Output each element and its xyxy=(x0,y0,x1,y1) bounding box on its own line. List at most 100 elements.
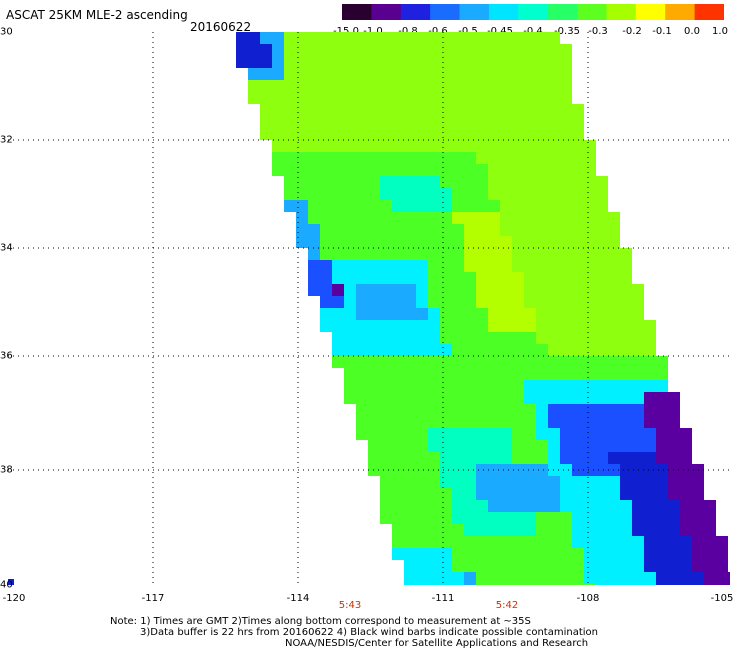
swath-cell xyxy=(464,224,476,236)
swath-cell xyxy=(320,200,332,212)
swath-cell xyxy=(584,584,596,585)
swath-cell xyxy=(380,200,392,212)
swath-cell xyxy=(560,560,572,572)
swath-cell xyxy=(404,212,416,224)
swath-cell xyxy=(464,236,476,248)
swath-cell xyxy=(596,392,608,404)
swath-cell xyxy=(356,212,368,224)
swath-cell xyxy=(608,308,620,320)
swath-cell xyxy=(512,572,524,584)
swath-cell xyxy=(548,572,560,584)
swath-cell xyxy=(476,380,488,392)
swath-cell xyxy=(512,188,524,200)
swath-cell xyxy=(464,572,476,584)
swath-cell xyxy=(572,368,584,380)
swath-cell xyxy=(500,476,512,488)
swath-cell xyxy=(428,68,440,80)
swath-cell xyxy=(464,152,476,164)
swath-cell xyxy=(404,128,416,140)
swath-cell xyxy=(428,128,440,140)
swath-cell xyxy=(272,92,284,104)
swath-cell xyxy=(572,524,584,536)
swath-cell xyxy=(440,332,452,344)
swath-cell xyxy=(500,248,512,260)
swath-cell xyxy=(356,272,368,284)
swath-cell xyxy=(452,428,464,440)
swath-cell xyxy=(620,536,632,548)
swath-cell xyxy=(428,104,440,116)
swath-cell xyxy=(548,584,560,585)
swath-cell xyxy=(524,356,536,368)
swath-cell xyxy=(332,248,344,260)
swath-cell xyxy=(320,140,332,152)
swath-cell xyxy=(248,32,260,44)
swath-cell xyxy=(560,308,572,320)
swath-cell xyxy=(356,284,368,296)
swath-cell xyxy=(500,212,512,224)
swath-cell xyxy=(560,164,572,176)
swath-cell xyxy=(488,188,500,200)
swath-cell xyxy=(596,308,608,320)
swath-cell xyxy=(428,308,440,320)
swath-cell xyxy=(644,416,656,428)
swath-cell xyxy=(488,320,500,332)
swath-cell xyxy=(368,416,380,428)
swath-cell xyxy=(476,392,488,404)
swath-cell xyxy=(464,536,476,548)
swath-cell xyxy=(308,56,320,68)
swath-cell xyxy=(440,464,452,476)
swath-cell xyxy=(548,200,560,212)
swath-cell xyxy=(548,56,560,68)
swath-cell xyxy=(416,536,428,548)
swath-cell xyxy=(560,44,572,56)
swath-cell xyxy=(416,488,428,500)
swath-cell xyxy=(380,368,392,380)
swath-cell xyxy=(548,356,560,368)
swath-cell xyxy=(356,80,368,92)
swath-cell xyxy=(392,236,404,248)
swath-cell xyxy=(392,56,404,68)
swath-cell xyxy=(524,284,536,296)
swath-cell xyxy=(416,392,428,404)
swath-cell xyxy=(548,224,560,236)
swath-cell xyxy=(524,92,536,104)
swath-cell xyxy=(380,164,392,176)
swath-cell xyxy=(392,488,404,500)
swath-cell xyxy=(500,452,512,464)
swath-cell xyxy=(548,368,560,380)
swath-cell xyxy=(644,356,656,368)
swath-cell xyxy=(536,536,548,548)
swath-cell xyxy=(392,332,404,344)
swath-cell xyxy=(584,152,596,164)
swath-cell xyxy=(332,212,344,224)
swath-cell xyxy=(440,524,452,536)
swath-cell xyxy=(632,404,644,416)
swath-cell xyxy=(608,380,620,392)
swath-cell xyxy=(584,452,596,464)
swath-cell xyxy=(560,92,572,104)
swath-cell xyxy=(404,32,416,44)
swath-cell xyxy=(416,128,428,140)
swath-cell xyxy=(560,368,572,380)
swath-cell xyxy=(560,332,572,344)
swath-cell xyxy=(440,344,452,356)
swath-cell xyxy=(512,404,524,416)
swath-cell xyxy=(584,248,596,260)
swath-cell xyxy=(464,584,476,585)
swath-cell xyxy=(320,188,332,200)
swath-cell xyxy=(380,440,392,452)
swath-cell xyxy=(332,104,344,116)
swath-cell xyxy=(284,140,296,152)
swath-cell xyxy=(452,80,464,92)
swath-cell xyxy=(236,44,248,56)
swath-cell xyxy=(284,188,296,200)
swath-cell xyxy=(500,68,512,80)
swath-cell xyxy=(356,248,368,260)
swath-cell xyxy=(428,584,440,585)
swath-cell xyxy=(332,140,344,152)
swath-cell xyxy=(380,80,392,92)
swath-cell xyxy=(596,236,608,248)
swath-cell xyxy=(692,500,704,512)
swath-cell xyxy=(656,476,668,488)
swath-cell xyxy=(452,116,464,128)
